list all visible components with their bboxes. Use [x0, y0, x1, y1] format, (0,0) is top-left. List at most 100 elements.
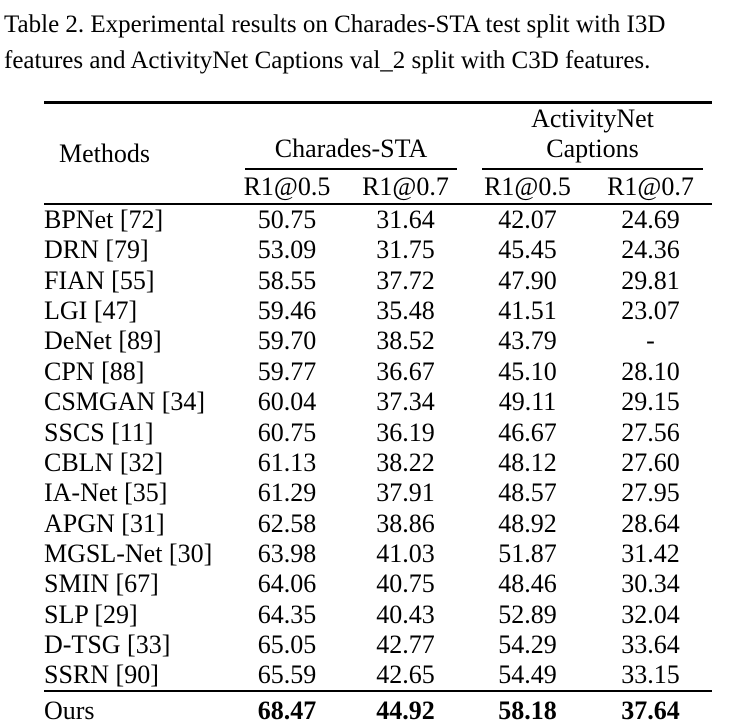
method-cell: SLP [29]	[44, 599, 138, 629]
method-cell: CSMGAN [34]	[44, 387, 206, 417]
value-cell: 60.04	[257, 387, 317, 417]
value-cell: 52.89	[498, 599, 557, 629]
table-row: DeNet [89] 59.70 38.52 43.79 -	[44, 326, 712, 356]
value-cell: 24.36	[621, 235, 680, 265]
method-cell: SMIN [67]	[44, 569, 159, 599]
value-cell: 48.46	[498, 569, 557, 599]
ours-value-cell: 37.64	[621, 696, 680, 724]
subcol-activitynet-r1-05: R1@0.5	[484, 171, 571, 201]
table-row: SSRN [90] 65.59 42.65 54.49 33.15	[44, 660, 712, 691]
table-row: SMIN [67] 64.06 40.75 48.46 30.34	[44, 569, 712, 599]
value-cell: 27.56	[621, 417, 680, 447]
table-row: MGSL-Net [30] 63.98 41.03 51.87 31.42	[44, 539, 712, 569]
table-body: BPNet [72] 50.75 31.64 42.07 24.69 DRN [79] 53…	[44, 204, 712, 691]
value-cell: 49.11	[498, 387, 557, 417]
subheader-row: R1@0.5 R1@0.7 R1@0.5 R1@0.7	[44, 170, 712, 204]
value-cell: 27.60	[621, 447, 680, 477]
ours-method-cell: Ours	[44, 696, 95, 724]
value-cell: 63.98	[257, 539, 317, 569]
subcol-charades-r1-07: R1@0.7	[362, 171, 449, 201]
ours-row: Ours 68.47 44.92 58.18 37.64	[44, 691, 712, 724]
value-cell: 64.35	[257, 599, 317, 629]
ours-value-cell: 58.18	[498, 696, 557, 724]
value-cell: 60.75	[257, 417, 317, 447]
value-cell: -	[646, 326, 655, 356]
value-cell: 59.77	[257, 356, 317, 386]
table-row: DRN [79] 53.09 31.75 45.45 24.36	[44, 235, 712, 265]
method-cell: CBLN [32]	[44, 447, 164, 477]
value-cell: 48.12	[498, 447, 557, 477]
subcol-charades-r1-05: R1@0.5	[243, 171, 331, 201]
value-cell: 54.29	[498, 630, 557, 660]
value-cell: 48.57	[498, 478, 557, 508]
table-row: SLP [29] 64.35 40.43 52.89 32.04	[44, 600, 712, 630]
method-cell: DeNet [89]	[44, 326, 162, 356]
value-cell: 29.15	[621, 387, 680, 417]
value-cell: 38.52	[376, 326, 435, 356]
value-cell: 31.42	[621, 539, 680, 569]
value-cell: 50.75	[257, 205, 317, 234]
method-cell: D-TSG [33]	[44, 630, 171, 660]
value-cell: 45.45	[498, 235, 557, 265]
value-cell: 37.34	[376, 387, 435, 417]
subcol-activitynet-r1-07: R1@0.7	[607, 171, 694, 201]
value-cell: 62.58	[257, 508, 317, 538]
value-cell: 27.95	[621, 478, 680, 508]
value-cell: 23.07	[621, 295, 680, 325]
table-row: FIAN [55] 58.55 37.72 47.90 29.81	[44, 265, 712, 295]
value-cell: 59.70	[257, 326, 317, 356]
method-cell: SSCS [11]	[44, 417, 154, 447]
value-cell: 38.86	[376, 508, 435, 538]
value-cell: 54.49	[498, 660, 557, 690]
group-header-charades-sta: Charades-STA	[229, 103, 466, 170]
value-cell: 38.22	[376, 447, 435, 477]
method-cell: MGSL-Net [30]	[44, 539, 213, 569]
ours-value-cell: 44.92	[376, 696, 435, 724]
value-cell: 41.51	[498, 295, 557, 325]
table-row: CSMGAN [34] 60.04 37.34 49.11 29.15	[44, 387, 712, 417]
value-cell: 43.79	[498, 326, 557, 356]
value-cell: 42.07	[498, 205, 557, 234]
table-row: BPNet [72] 50.75 31.64 42.07 24.69	[44, 204, 712, 235]
value-cell: 36.67	[376, 356, 435, 386]
value-cell: 61.13	[257, 447, 317, 477]
method-cell: DRN [79]	[44, 235, 149, 265]
ours-value-cell: 68.47	[257, 696, 317, 724]
method-cell: CPN [88]	[44, 356, 145, 386]
caption-line-1: Table 2. Experimental results on Charade…	[4, 11, 666, 38]
value-cell: 28.10	[621, 356, 680, 386]
value-cell: 58.55	[257, 265, 317, 295]
table-row: D-TSG [33] 65.05 42.77 54.29 33.64	[44, 630, 712, 660]
table-row: CPN [88] 59.77 36.67 45.10 28.10	[44, 357, 712, 387]
table-row: CBLN [32] 61.13 38.22 48.12 27.60	[44, 448, 712, 478]
results-table: Methods Charades-STA ActivityNet Caption…	[44, 101, 712, 724]
group-label-charades-sta: Charades-STA	[245, 134, 457, 170]
value-cell: 29.81	[621, 265, 680, 295]
ours-section: Ours 68.47 44.92 58.18 37.64	[44, 691, 712, 724]
value-cell: 65.59	[257, 660, 317, 690]
group-header-activitynet-captions: ActivityNet Captions	[466, 103, 712, 170]
table-header: Methods Charades-STA ActivityNet Caption…	[44, 103, 712, 204]
value-cell: 33.64	[621, 630, 680, 660]
value-cell: 53.09	[257, 235, 317, 265]
method-cell: FIAN [55]	[44, 265, 155, 295]
value-cell: 36.19	[376, 417, 435, 447]
method-cell: IA-Net [35]	[44, 478, 168, 508]
table-row: IA-Net [35] 61.29 37.91 48.57 27.95	[44, 478, 712, 508]
table-row: SSCS [11] 60.75 36.19 46.67 27.56	[44, 417, 712, 447]
value-cell: 42.65	[376, 660, 435, 690]
value-cell: 40.75	[376, 569, 435, 599]
value-cell: 35.48	[376, 295, 435, 325]
value-cell: 59.46	[257, 295, 317, 325]
value-cell: 64.06	[257, 569, 317, 599]
value-cell: 31.75	[376, 235, 435, 265]
table-row: LGI [47] 59.46 35.48 41.51 23.07	[44, 296, 712, 326]
value-cell: 28.64	[621, 508, 680, 538]
value-cell: 65.05	[257, 630, 317, 660]
value-cell: 30.34	[621, 569, 680, 599]
value-cell: 40.43	[376, 599, 435, 629]
table-row: APGN [31] 62.58 38.86 48.92 28.64	[44, 509, 712, 539]
value-cell: 41.03	[376, 539, 435, 569]
caption-line-2: features and ActivityNet Captions val_2 …	[4, 47, 651, 74]
